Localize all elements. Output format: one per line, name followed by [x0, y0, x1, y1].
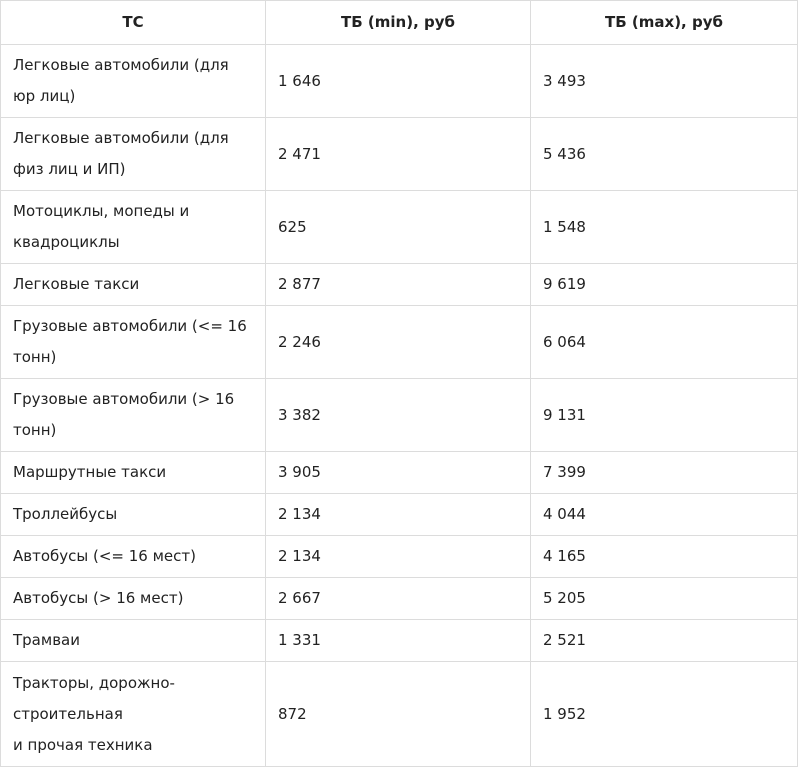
table-row: Трамваи 1 331 2 521 — [0, 619, 798, 662]
vehicle-type: Легковые автомобили (для физ лиц и ИП) — [0, 117, 266, 191]
table-row: Легковые автомобили (для юр лиц) 1 646 3 4… — [0, 44, 798, 118]
tariff-cell: 2 471 — [265, 117, 531, 191]
table-row: Легковые такси 2 877 9 619 — [0, 263, 798, 306]
tariff-cell: 625 — [265, 190, 531, 264]
tariff-cell: 6 064 — [530, 305, 798, 379]
table-row: Легковые автомобили (для физ лиц и ИП) 2 … — [0, 117, 798, 191]
table-row: Маршрутные такси 3 905 7 399 — [0, 451, 798, 494]
vehicle-type: Грузовые автомобили (> 16 тонн) — [0, 378, 266, 452]
tariff-cell: 2 134 — [265, 535, 531, 578]
table-body: Легковые автомобили (для юр лиц) 1 646 3 4… — [0, 44, 798, 767]
vehicle-type: Легковые такси — [0, 263, 266, 306]
tariff-cell: 1 952 — [530, 661, 798, 767]
tariff-cell: 2 667 — [265, 577, 531, 620]
tariff-cell: 7 399 — [530, 451, 798, 494]
tariff-cell: 4 044 — [530, 493, 798, 536]
header-cell: ТБ (min), руб — [265, 0, 531, 45]
vehicle-type: Автобусы (> 16 мест) — [0, 577, 266, 620]
vehicle-type: Мотоциклы, мопеды и квадроциклы — [0, 190, 266, 264]
tariff-cell: 4 165 — [530, 535, 798, 578]
table-row: Автобусы (<= 16 мест) 2 134 4 165 — [0, 535, 798, 578]
table-row: Троллейбусы 2 134 4 044 — [0, 493, 798, 536]
tariff-cell: 3 905 — [265, 451, 531, 494]
tariff-cell: 1 548 — [530, 190, 798, 264]
tariff-cell: 2 521 — [530, 619, 798, 662]
table-row: Автобусы (> 16 мест) 2 667 5 205 — [0, 577, 798, 620]
tariff-cell: 9 131 — [530, 378, 798, 452]
header-row: ТС ТБ (min), руб ТБ (max), руб — [0, 0, 798, 45]
vehicle-type: Троллейбусы — [0, 493, 266, 536]
tariff-cell: 3 493 — [530, 44, 798, 118]
table-row: Тракторы, дорожно-строительная и прочая … — [0, 661, 798, 767]
tariff-cell: 3 382 — [265, 378, 531, 452]
vehicle-type: Грузовые автомобили (<= 16 тонн) — [0, 305, 266, 379]
tariff-cell: 5 436 — [530, 117, 798, 191]
tariff-cell: 2 246 — [265, 305, 531, 379]
vehicle-type: Маршрутные такси — [0, 451, 266, 494]
table-row: Мотоциклы, мопеды и квадроциклы 625 1 548 — [0, 190, 798, 264]
tariff-cell: 1 331 — [265, 619, 531, 662]
header-cell: ТС — [0, 0, 266, 45]
tariff-cell: 872 — [265, 661, 531, 767]
tariff-cell: 9 619 — [530, 263, 798, 306]
tariff-cell: 2 134 — [265, 493, 531, 536]
vehicle-type: Трамваи — [0, 619, 266, 662]
tariff-cell: 5 205 — [530, 577, 798, 620]
vehicle-type: Тракторы, дорожно-строительная и прочая … — [0, 661, 266, 767]
table-row: Грузовые автомобили (> 16 тонн) 3 382 9 13… — [0, 378, 798, 452]
header-cell: ТБ (max), руб — [530, 0, 798, 45]
vehicle-type: Автобусы (<= 16 мест) — [0, 535, 266, 578]
tariff-cell: 2 877 — [265, 263, 531, 306]
table-row: Грузовые автомобили (<= 16 тонн) 2 246 6 0… — [0, 305, 798, 379]
vehicle-type: Легковые автомобили (для юр лиц) — [0, 44, 266, 118]
tariff-cell: 1 646 — [265, 44, 531, 118]
